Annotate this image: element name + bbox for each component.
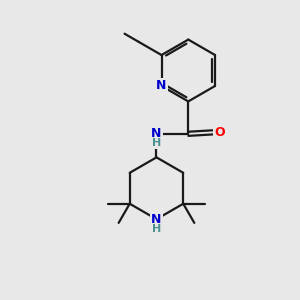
Text: N: N [156,80,167,92]
Text: H: H [152,224,161,235]
Text: N: N [151,127,162,140]
Text: H: H [152,138,161,148]
Text: N: N [151,213,162,226]
Text: O: O [214,126,225,139]
